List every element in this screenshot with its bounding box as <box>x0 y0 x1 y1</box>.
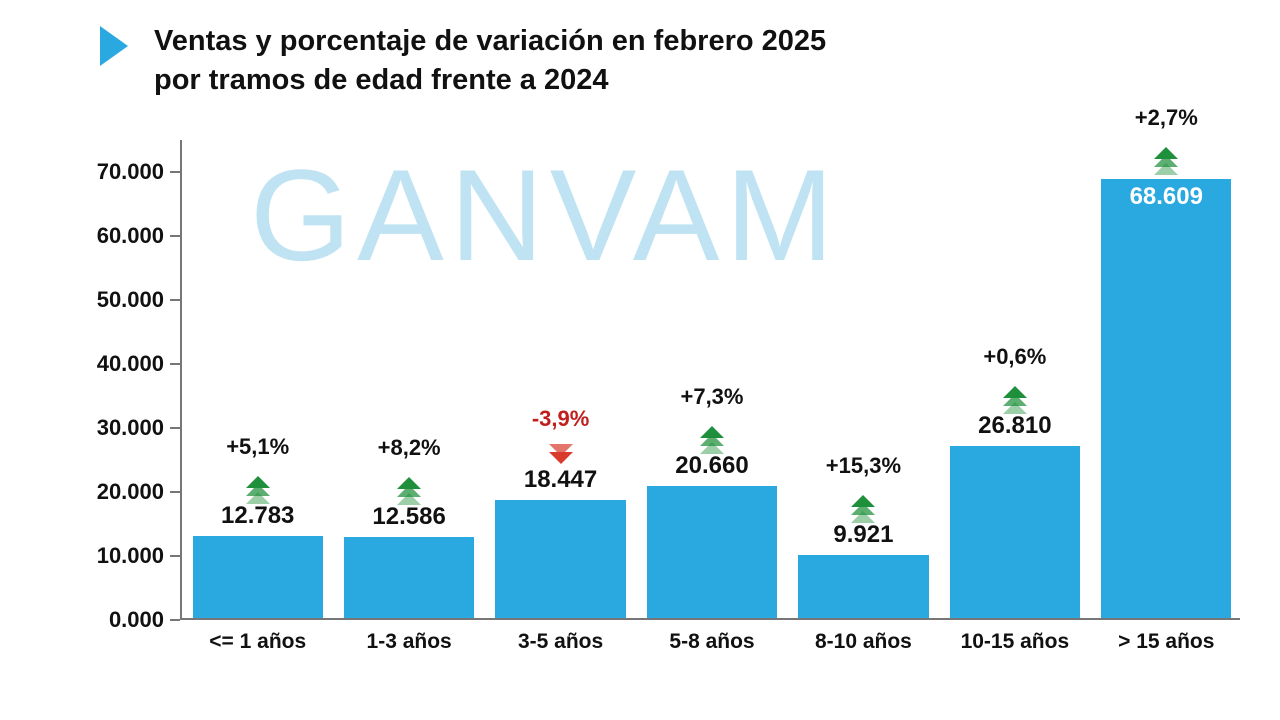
x-category-label: > 15 años <box>1091 630 1242 654</box>
y-tick-label: 70.000 <box>97 159 182 185</box>
bar <box>193 536 323 618</box>
x-category-label: 8-10 años <box>788 630 939 654</box>
bar-slot: 9.921+15,3%8-10 años <box>788 140 939 618</box>
bar <box>344 537 474 618</box>
bar-slot: 68.609+2,7%> 15 años <box>1091 140 1242 618</box>
bar-slot: 20.660+7,3%5-8 años <box>636 140 787 618</box>
x-category-label: 1-3 años <box>333 630 484 654</box>
value-label: 18.447 <box>485 466 636 494</box>
bar <box>647 486 777 618</box>
arrow-up-icon <box>1091 147 1242 171</box>
x-category-label: 5-8 años <box>636 630 787 654</box>
value-label: 12.586 <box>333 503 484 531</box>
x-category-label: <= 1 años <box>182 630 333 654</box>
bars-layer: 12.783+5,1%<= 1 años12.586+8,2%1-3 años1… <box>182 140 1240 618</box>
value-label: 20.660 <box>636 452 787 480</box>
chart-title-line1: Ventas y porcentaje de variación en febr… <box>154 25 826 57</box>
arrow-up-icon <box>182 476 333 500</box>
bar: 68.609 <box>1101 179 1231 618</box>
bar <box>950 446 1080 618</box>
y-tick-label: 50.000 <box>97 287 182 313</box>
pct-change-label: +15,3% <box>788 453 939 479</box>
arrow-up-icon <box>939 386 1090 410</box>
bar-slot: 18.447-3,9%3-5 años <box>485 140 636 618</box>
y-tick-label: 30.000 <box>97 415 182 441</box>
y-tick-label: 10.000 <box>97 543 182 569</box>
value-label: 9.921 <box>788 521 939 549</box>
pct-change-label: +7,3% <box>636 384 787 410</box>
value-label: 26.810 <box>939 412 1090 440</box>
bar <box>798 555 928 618</box>
arrow-up-icon <box>788 495 939 519</box>
pct-change-label: +5,1% <box>182 434 333 460</box>
arrow-up-icon <box>636 426 787 450</box>
y-tick-label: 20.000 <box>97 479 182 505</box>
title-play-icon <box>100 26 128 66</box>
y-tick-label: 0.000 <box>109 607 182 633</box>
chart-title-line2: por tramos de edad frente a 2024 <box>154 64 609 96</box>
bar-slot: 12.783+5,1%<= 1 años <box>182 140 333 618</box>
value-label: 68.609 <box>1101 183 1231 211</box>
bar-chart: 12.783 +5,1% <= 1 años 12.586 +8,2% 1-3 años 1… <box>80 140 1250 680</box>
chart-title: Ventas y porcentaje de variación en febr… <box>154 22 826 100</box>
bar <box>495 500 625 618</box>
chart-title-row: Ventas y porcentaje de variación en febr… <box>100 22 1240 100</box>
arrow-down-icon <box>485 448 636 464</box>
value-label: 12.783 <box>182 502 333 530</box>
y-tick-label: 60.000 <box>97 223 182 249</box>
pct-change-label: +8,2% <box>333 435 484 461</box>
pct-change-label: -3,9% <box>485 406 636 432</box>
plot-area: 12.783+5,1%<= 1 años12.586+8,2%1-3 años1… <box>180 140 1240 620</box>
arrow-up-icon <box>333 477 484 501</box>
x-category-label: 3-5 años <box>485 630 636 654</box>
pct-change-label: +0,6% <box>939 344 1090 370</box>
pct-change-label: +2,7% <box>1091 105 1242 131</box>
y-tick-label: 40.000 <box>97 351 182 377</box>
bar-slot: 26.810+0,6%10-15 años <box>939 140 1090 618</box>
x-category-label: 10-15 años <box>939 630 1090 654</box>
bar-slot: 12.586+8,2%1-3 años <box>333 140 484 618</box>
